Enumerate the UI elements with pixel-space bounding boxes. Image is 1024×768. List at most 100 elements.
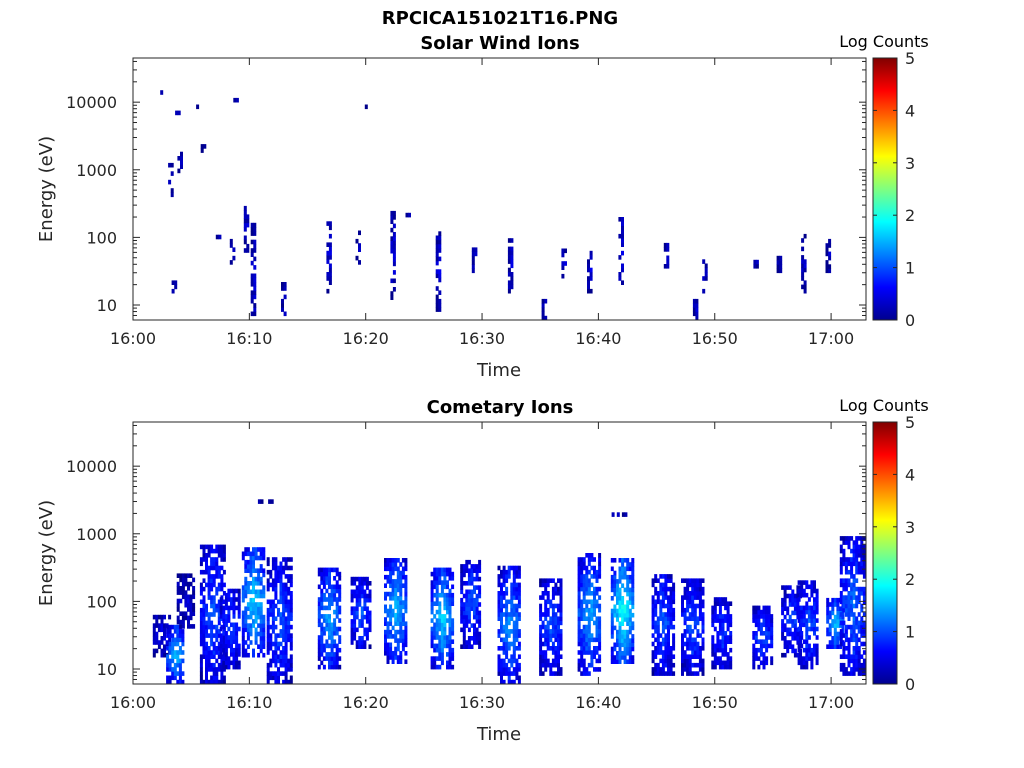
spectrogram-cell — [716, 643, 720, 649]
spectrogram-cell — [460, 576, 464, 582]
spectrogram-cell — [333, 597, 337, 602]
spectrogram-cell — [358, 597, 362, 603]
spectrogram-cell — [462, 640, 466, 645]
spectrogram-cell — [192, 577, 196, 583]
spectrogram-cell — [391, 651, 395, 656]
spectrogram-cell — [595, 599, 599, 605]
spectrogram-cell — [237, 601, 241, 606]
spectrogram-cell — [284, 658, 288, 664]
spectrogram-cell — [497, 591, 501, 596]
spectrogram-cell — [810, 618, 814, 623]
spectrogram-cell — [180, 156, 183, 161]
spectrogram-cell — [839, 599, 843, 605]
spectrogram-cell — [335, 614, 339, 619]
spectrogram-cell — [512, 612, 516, 617]
spectrogram-cell — [621, 608, 625, 614]
spectrogram-cell — [623, 570, 627, 576]
spectrogram-cell — [765, 656, 769, 661]
spectrogram-cell — [716, 635, 720, 640]
spectrogram-cell — [157, 640, 161, 645]
spectrogram-cell — [759, 647, 763, 653]
spectrogram-cell — [274, 654, 278, 659]
spectrogram-cell — [289, 603, 293, 609]
spectrogram-cell — [277, 633, 280, 638]
spectrogram-cell — [212, 565, 216, 571]
spectrogram-cell — [507, 633, 511, 638]
spectrogram-cell — [202, 654, 206, 659]
spectrogram-cell — [404, 625, 408, 631]
spectrogram-cell — [266, 578, 270, 583]
spectrogram-cell — [355, 255, 359, 261]
spectrogram-cell — [430, 618, 434, 623]
spectrogram-cell — [399, 612, 403, 618]
spectrogram-cell — [219, 639, 223, 644]
spectrogram-cell — [847, 624, 851, 630]
spectrogram-cell — [681, 658, 684, 664]
spectrogram-cell — [713, 618, 717, 623]
spectrogram-cell — [249, 597, 253, 603]
spectrogram-cell — [510, 603, 514, 609]
spectrogram-cell — [391, 612, 395, 618]
spectrogram-cell — [860, 586, 864, 592]
spectrogram-cell — [243, 235, 247, 241]
spectrogram-cell — [544, 315, 548, 321]
spectrogram-cell — [836, 623, 840, 628]
spectrogram-cell — [757, 639, 761, 644]
spectrogram-cell — [759, 639, 763, 644]
y-tick-label: 10 — [97, 660, 117, 679]
spectrogram-cell — [541, 578, 545, 583]
spectrogram-cell — [500, 616, 503, 621]
spectrogram-cell — [802, 614, 806, 619]
spectrogram-cell — [669, 574, 673, 579]
spectrogram-cell — [227, 626, 231, 632]
spectrogram-cell — [613, 612, 617, 618]
spectrogram-cell — [283, 282, 287, 287]
spectrogram-cell — [807, 605, 811, 611]
spectrogram-cell — [813, 597, 816, 602]
spectrogram-cell — [505, 591, 509, 596]
spectrogram-cell — [168, 614, 172, 620]
spectrogram-cell — [224, 660, 228, 666]
spectrogram-cell — [396, 566, 400, 572]
spectrogram-cell — [539, 595, 543, 600]
spectrogram-cell — [546, 578, 550, 583]
spectrogram-cell — [618, 276, 622, 281]
spectrogram-cell — [235, 643, 239, 649]
spectrogram-cell — [805, 584, 809, 590]
spectrogram-cell — [842, 607, 846, 613]
spectrogram-cell — [189, 624, 193, 629]
spectrogram-cell — [807, 652, 811, 657]
spectrogram-cell — [217, 607, 221, 613]
spectrogram-cell — [616, 617, 619, 622]
spectrogram-cell — [546, 582, 550, 588]
spectrogram-cell — [279, 662, 283, 668]
spectrogram-cell — [549, 671, 553, 676]
spectrogram-cell — [199, 633, 203, 638]
spectrogram-cell — [613, 646, 617, 652]
spectrogram-cell — [462, 568, 466, 573]
spectrogram-cell — [753, 264, 757, 269]
spectrogram-cell — [661, 671, 665, 676]
spectrogram-cell — [322, 647, 326, 653]
spectrogram-cell — [505, 662, 509, 668]
spectrogram-cell — [404, 587, 408, 593]
spectrogram-cell — [842, 662, 846, 668]
spectrogram-cell — [262, 619, 266, 624]
spectrogram-cell — [274, 603, 278, 609]
spectrogram-cell — [681, 633, 684, 638]
spectrogram-cell — [497, 582, 501, 588]
spectrogram-cell — [207, 633, 211, 638]
spectrogram-cell — [831, 619, 835, 624]
spectrogram-cell — [360, 640, 364, 645]
spectrogram-cell — [475, 585, 479, 590]
spectrogram-cell — [595, 637, 599, 643]
spectrogram-cell — [654, 599, 658, 605]
spectrogram-cell — [283, 294, 287, 300]
spectrogram-cell — [664, 662, 668, 668]
spectrogram-cell — [325, 643, 329, 649]
spectrogram-cell — [577, 557, 581, 562]
spectrogram-cell — [502, 679, 506, 685]
spectrogram-cell — [396, 629, 400, 635]
spectrogram-cell — [701, 599, 705, 605]
spectrogram-cell — [862, 586, 866, 592]
